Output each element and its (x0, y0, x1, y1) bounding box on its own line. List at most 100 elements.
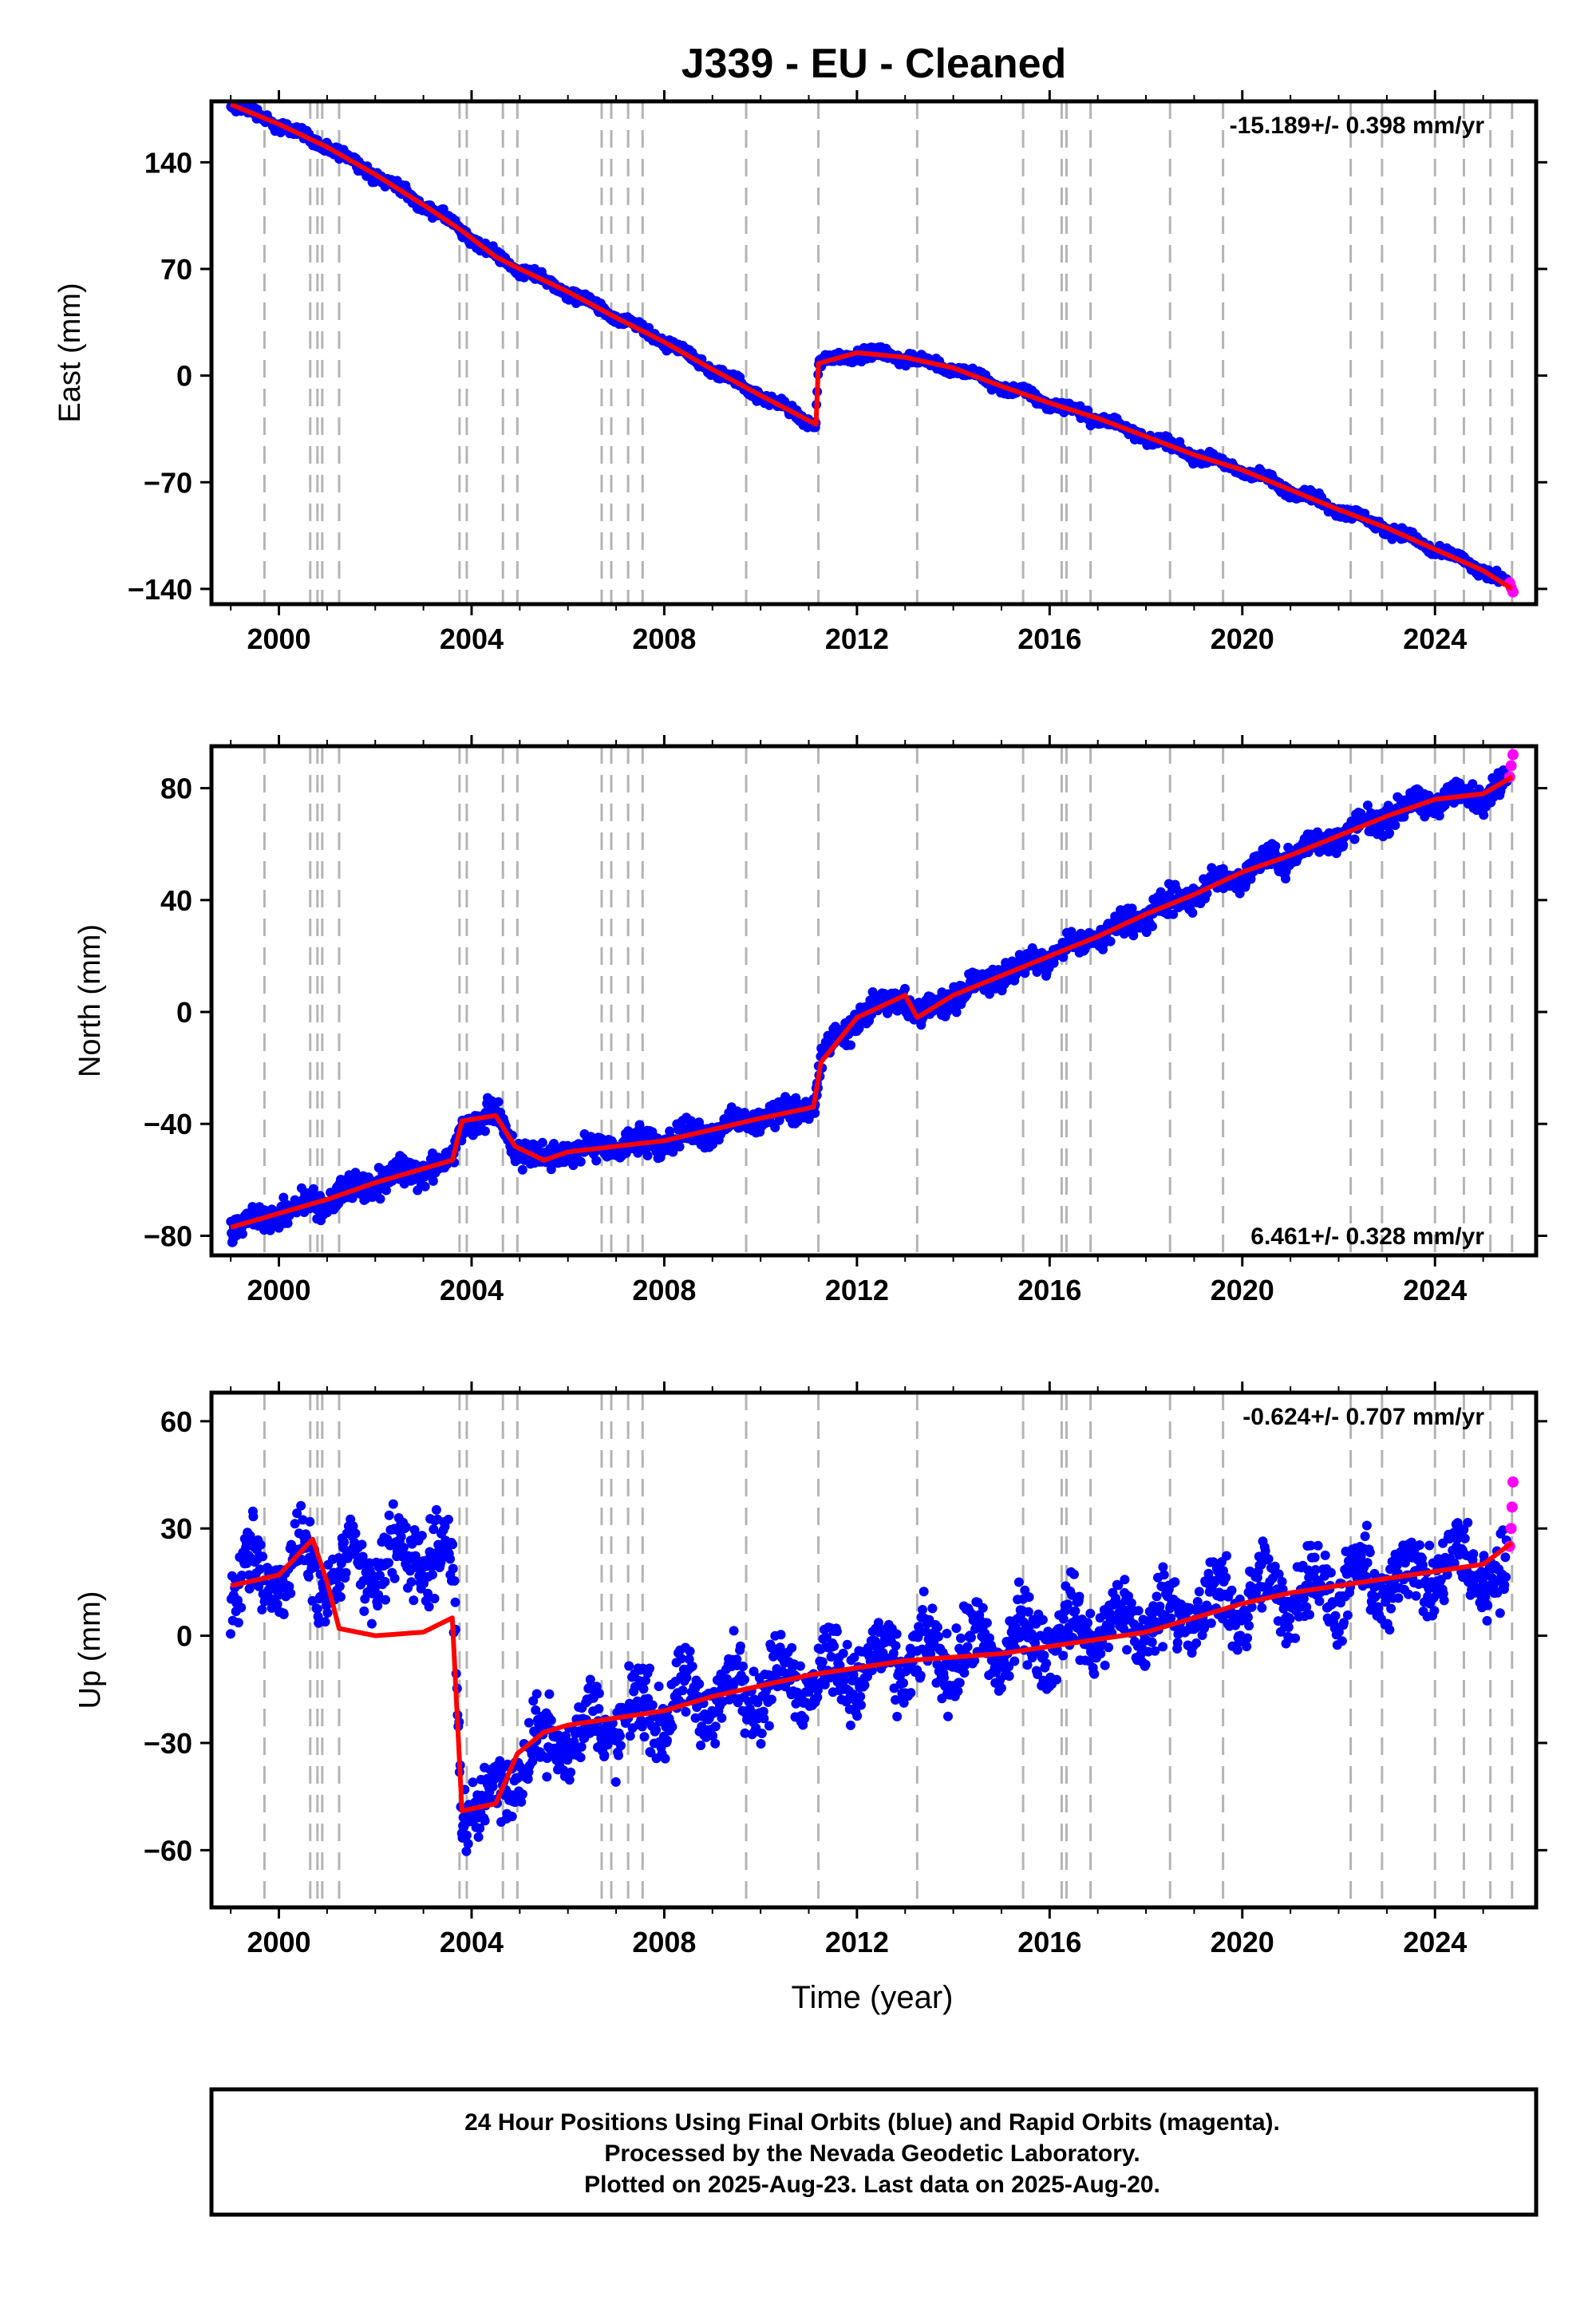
final-orbit-point (366, 1618, 377, 1629)
x-tick-label: 2020 (1211, 622, 1274, 655)
final-orbit-point (1390, 820, 1400, 830)
final-orbit-point (1434, 811, 1444, 821)
final-orbit-point (677, 1654, 686, 1664)
final-orbit-point (348, 1521, 358, 1531)
final-orbit-point (305, 1516, 315, 1527)
final-orbit-point (1338, 840, 1349, 850)
x-tick-label: 2012 (825, 1274, 889, 1306)
final-orbit-point (735, 1641, 745, 1651)
x-tick-label: 2008 (632, 1274, 696, 1306)
final-orbit-point (381, 1185, 391, 1196)
final-orbit-point (233, 1618, 243, 1628)
x-tick-label: 2024 (1403, 1274, 1467, 1306)
x-tick-label: 2020 (1211, 1274, 1274, 1306)
final-orbit-point (320, 1617, 330, 1627)
final-orbit-point (710, 1721, 721, 1732)
final-orbit-point (450, 1597, 460, 1607)
final-orbit-point (637, 1721, 647, 1732)
final-orbit-point (678, 1686, 688, 1696)
final-orbit-point (308, 1184, 318, 1194)
final-orbit-point (448, 1539, 458, 1550)
final-orbit-point (537, 1137, 547, 1148)
x-tick-label: 2004 (440, 622, 504, 655)
final-orbit-point (1058, 952, 1069, 962)
final-orbit-point (1385, 828, 1395, 838)
final-orbit-point (334, 1581, 345, 1591)
final-orbit-point (296, 1500, 306, 1511)
final-orbit-point (396, 1531, 406, 1542)
final-orbit-point (438, 204, 448, 214)
final-orbit-point (431, 1504, 441, 1515)
final-orbit-point (575, 1156, 586, 1167)
final-orbit-point (445, 1554, 455, 1564)
y-tick-label: 0 (176, 360, 192, 393)
final-orbit-point (564, 1775, 575, 1785)
final-orbit-point (740, 1728, 750, 1738)
final-orbit-point (429, 1524, 439, 1535)
final-orbit-point (303, 1571, 314, 1582)
final-orbit-point (549, 1139, 559, 1148)
final-orbit-point (380, 1577, 390, 1587)
final-orbit-point (546, 1164, 556, 1175)
y-tick-label: 0 (176, 996, 192, 1029)
final-orbit-points (226, 765, 1512, 1247)
final-orbit-point (651, 1725, 662, 1735)
plot-area (226, 746, 1519, 1255)
final-orbit-point (566, 1767, 576, 1777)
final-orbit-point (375, 1194, 385, 1204)
final-orbit-point (710, 1738, 721, 1749)
y-tick-label: 140 (144, 146, 192, 179)
final-orbit-point (685, 1646, 695, 1657)
y-tick-label: −140 (128, 573, 192, 606)
final-orbit-point (255, 1564, 265, 1575)
final-orbit-point (523, 1774, 533, 1784)
final-orbit-point (286, 1588, 296, 1599)
final-orbit-point (1281, 874, 1290, 883)
final-orbit-point (546, 1715, 556, 1725)
final-orbit-point (542, 1772, 552, 1782)
final-orbit-point (361, 1575, 372, 1585)
final-orbit-point (1383, 800, 1393, 811)
final-orbit-point (584, 1682, 595, 1693)
final-orbit-point (667, 1721, 678, 1732)
y-tick-label: −70 (144, 466, 192, 499)
final-orbit-point (1187, 907, 1198, 918)
final-orbit-point (389, 1573, 400, 1583)
final-orbit-point (424, 1602, 434, 1612)
final-orbit-point (614, 1750, 623, 1761)
final-orbit-point (350, 1168, 361, 1178)
rapid-orbit-point (1507, 749, 1519, 761)
final-orbit-point (516, 1796, 527, 1807)
final-orbit-point (373, 1601, 383, 1611)
final-orbit-point (290, 1519, 300, 1529)
final-orbit-point (660, 1753, 670, 1764)
final-orbit-point (1148, 921, 1157, 931)
plot-frame (209, 744, 1539, 1258)
final-orbit-point (463, 1839, 473, 1849)
final-orbit-point (401, 1522, 411, 1532)
final-orbit-point (409, 1595, 419, 1606)
final-orbit-point (226, 1629, 235, 1639)
final-orbit-point (375, 1571, 385, 1581)
final-orbit-point (1235, 888, 1245, 899)
final-orbit-point (687, 1662, 697, 1671)
model-line (229, 102, 1514, 591)
final-orbit-point (417, 1531, 427, 1541)
x-tick-label: 2004 (440, 1274, 504, 1306)
final-orbit-point (1270, 841, 1281, 852)
final-orbit-point (900, 983, 910, 994)
final-orbit-point (1468, 779, 1478, 789)
final-orbit-point (694, 1679, 705, 1690)
x-tick-label: 2008 (632, 622, 696, 655)
final-orbit-point (279, 1609, 289, 1619)
y-axis-label: North (mm) (73, 924, 107, 1077)
final-orbit-point (569, 1737, 579, 1747)
final-orbit-point (282, 1218, 293, 1228)
final-orbit-point (639, 1732, 650, 1742)
plot-area (226, 101, 1519, 604)
final-orbit-point (615, 1741, 626, 1751)
x-tick-label: 2024 (1403, 622, 1467, 655)
final-orbit-point (696, 1741, 706, 1750)
final-orbit-point (359, 1606, 369, 1616)
final-orbit-points (226, 1499, 1511, 1856)
